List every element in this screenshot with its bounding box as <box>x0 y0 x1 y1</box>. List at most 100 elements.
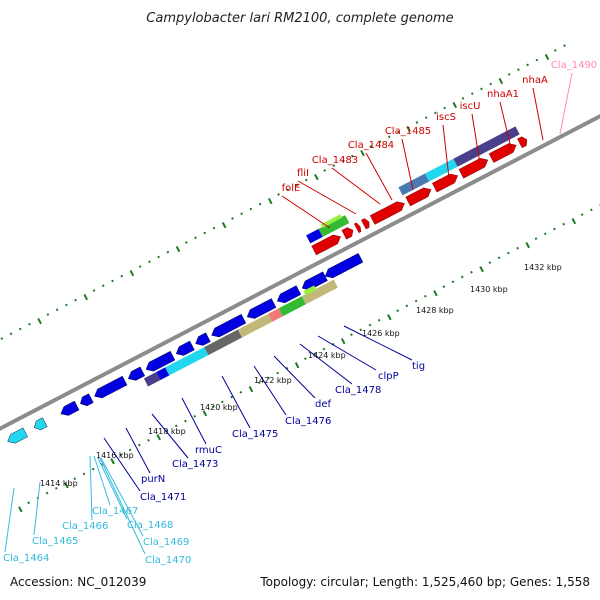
reverse_labels_upper-leader-line <box>273 355 316 399</box>
lower-tick <box>377 318 381 322</box>
lower-tick <box>128 448 132 452</box>
upper-tick <box>129 269 135 277</box>
upper-tick <box>277 193 280 196</box>
upper-tick <box>267 197 273 205</box>
reverse_labels_lower-label: Cla_1465 <box>32 536 78 547</box>
lower-tick <box>414 299 418 303</box>
reverse-gene-arrow <box>324 253 364 279</box>
reverse_labels_upper-leader-line <box>343 325 413 361</box>
upper-tick <box>489 82 493 86</box>
upper-tick <box>65 303 68 307</box>
reverse_labels_lower-leader-line <box>4 487 15 553</box>
lower-tick <box>313 352 316 356</box>
reverse_labels_upper-leader-line <box>151 413 189 459</box>
reverse_labels_lower-label: Cla_1469 <box>143 537 189 548</box>
forward-gene-arrow <box>353 222 362 234</box>
lower-tick <box>580 213 584 216</box>
upper-tick <box>194 236 197 240</box>
lower-tick <box>267 376 270 380</box>
reverse_labels_upper-leader-line <box>221 375 251 429</box>
upper-tick <box>157 255 160 259</box>
lower-tick <box>322 347 326 351</box>
reverse-gene-arrow <box>7 427 28 444</box>
reverse-gene-arrow <box>301 271 328 291</box>
lower-tick <box>516 246 519 250</box>
reverse_labels_upper-label: rmuC <box>195 445 222 456</box>
reverse_labels_upper-leader-line <box>103 437 141 492</box>
upper-tick <box>480 87 483 91</box>
accession-text: Accession: NC_012039 <box>10 575 146 589</box>
reverse_labels_lower-leader-line <box>93 455 111 506</box>
reverse-cog-bar <box>268 308 283 322</box>
lower-tick <box>497 256 501 260</box>
reverse-gene-arrow <box>127 366 146 381</box>
lower-tick <box>433 290 438 297</box>
tick-label-1422-kbp: 1422 kbp <box>254 376 292 385</box>
reverse-gene-arrow <box>195 332 211 346</box>
lower-tick <box>562 222 566 226</box>
lower-tick <box>239 390 243 394</box>
lower-tick <box>202 410 208 417</box>
gene-tracks <box>7 126 528 444</box>
reverse_labels_lower-leader-line <box>99 457 146 555</box>
forward_labels-label: Cla_1485 <box>385 126 431 137</box>
upper-tick <box>498 77 504 85</box>
lower-tick <box>211 405 215 409</box>
reverse-gene-arrow <box>80 393 94 407</box>
forward_labels-leader-line <box>559 72 573 135</box>
forward_labels-label: Cla_1484 <box>348 140 394 151</box>
lower-tick <box>451 280 455 284</box>
upper-tick <box>323 169 327 172</box>
lower-tick <box>534 237 538 240</box>
upper-tick <box>461 97 465 100</box>
upper-tick <box>406 125 411 133</box>
lower-tick <box>340 338 346 345</box>
lower-tick <box>359 328 363 332</box>
lower-tick <box>470 270 473 274</box>
upper-tick <box>332 164 336 168</box>
forward_labels-label: folE <box>282 183 301 194</box>
reverse-gene-arrow <box>246 298 277 319</box>
reverse_labels_upper-leader-line <box>181 397 207 445</box>
upper-tick <box>443 106 446 110</box>
gene-strip <box>7 126 528 444</box>
lower-tick <box>45 491 49 495</box>
forward-cog-bar <box>306 228 323 244</box>
lower-tick <box>276 371 280 375</box>
upper-tick <box>120 274 124 278</box>
reverse_labels_lower-leader-line <box>97 457 128 520</box>
lower-tick <box>553 227 556 231</box>
upper-tick <box>166 250 170 254</box>
upper-tick <box>415 121 419 124</box>
upper-tick <box>470 92 474 96</box>
tick-label-1420-kbp: 1420 kbp <box>200 403 238 412</box>
lower-tick <box>184 419 187 423</box>
backbone <box>0 113 600 431</box>
upper-tick <box>553 49 557 52</box>
upper-tick <box>314 173 319 181</box>
reverse-gene-arrow <box>33 417 48 431</box>
upper-tick <box>37 318 42 325</box>
lower-tick <box>257 381 261 385</box>
upper-tick <box>83 294 89 301</box>
reverse-gene-arrow <box>175 340 195 356</box>
upper-tick <box>231 217 234 220</box>
upper-tick <box>111 279 114 283</box>
upper-tick <box>28 322 31 326</box>
upper-tick <box>286 188 290 192</box>
backbone-line <box>0 113 600 431</box>
forward_labels-label: nhaA <box>522 75 548 86</box>
forward_labels-leader-line <box>532 87 544 141</box>
forward-cog-bar <box>453 126 520 167</box>
lower-tick <box>119 453 123 457</box>
upper-tick <box>138 265 142 268</box>
reverse_labels_lower-label: Cla_1468 <box>127 520 173 531</box>
reverse-gene-arrow <box>60 400 80 416</box>
lower-tick <box>73 477 77 481</box>
forward-cog-bar <box>318 215 350 237</box>
lower-tick <box>423 294 427 298</box>
tick-label-1416-kbp: 1416 kbp <box>96 451 134 460</box>
forward-gene-arrow <box>341 227 354 240</box>
reverse_labels_upper-label: tig <box>412 361 425 372</box>
forward_labels-leader-line <box>331 167 381 205</box>
